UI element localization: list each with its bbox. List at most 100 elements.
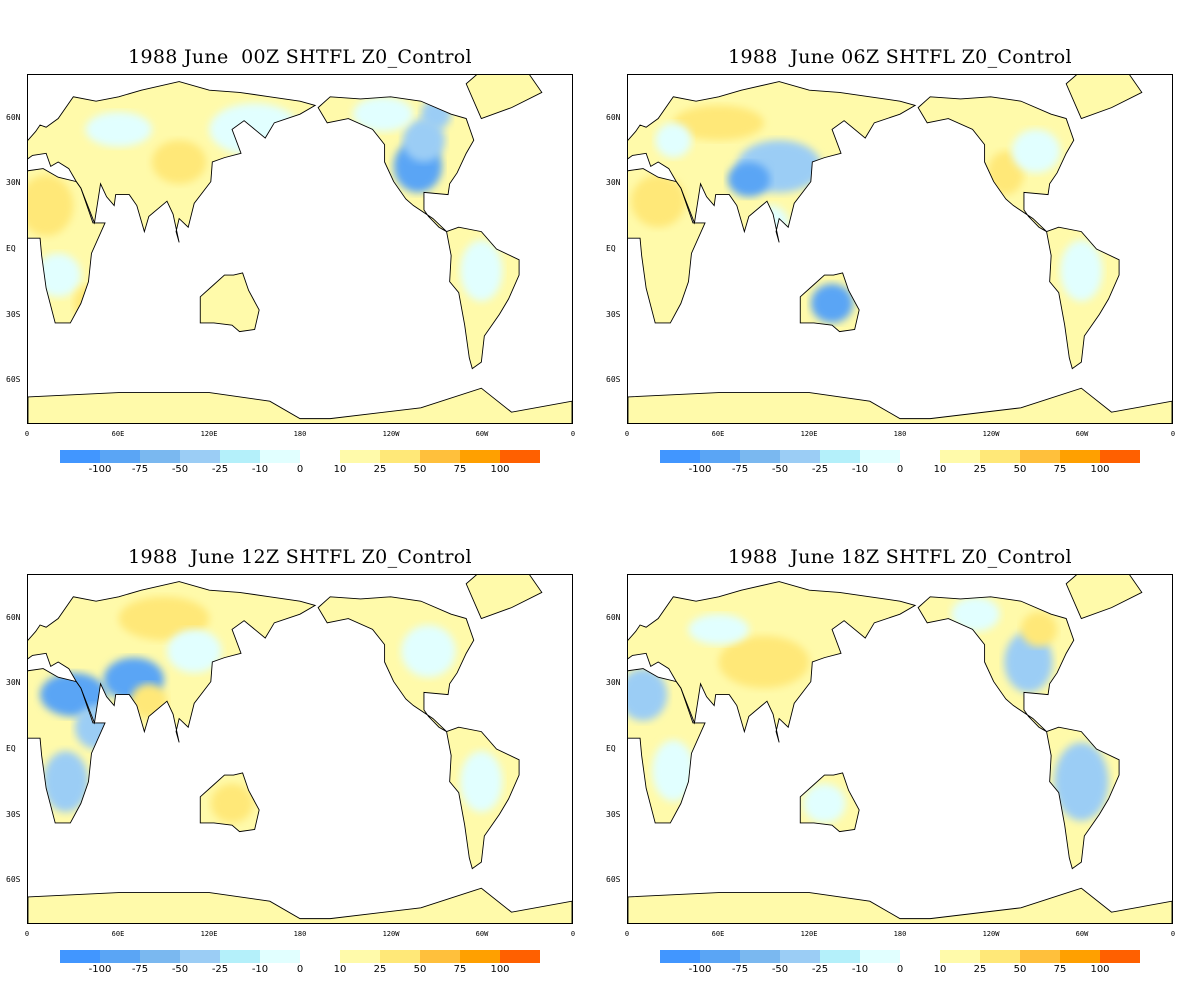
colorbar-swatch-positive	[1060, 950, 1100, 963]
colorbar-swatch-negative	[180, 950, 220, 963]
colorbar-label: 100	[1090, 964, 1110, 975]
lon-label: 120E	[800, 930, 818, 938]
anomaly-region	[167, 629, 222, 673]
colorbar-label: -50	[171, 964, 189, 975]
lat-label: EQ	[6, 744, 16, 753]
anomaly-region	[718, 635, 810, 689]
coastline-australia	[799, 772, 860, 833]
lat-label: EQ	[6, 244, 16, 253]
colorbar-label: 50	[413, 464, 427, 475]
anomaly-region	[1060, 240, 1103, 302]
lon-label: 180	[893, 930, 907, 938]
lon-label: 120W	[982, 430, 1000, 438]
colorbar-label: -100	[88, 464, 112, 475]
anomaly-region	[460, 751, 503, 813]
anomaly-region	[28, 175, 74, 236]
anomaly-region	[810, 283, 854, 323]
coastline-africa	[628, 168, 706, 324]
colorbar-label: 50	[1013, 964, 1027, 975]
lat-label: 30N	[606, 678, 621, 688]
colorbar-swatch-negative	[180, 450, 220, 463]
landmass-antarctica	[628, 888, 1172, 923]
anomaly-region	[402, 118, 446, 162]
coastline-europe-asia	[628, 581, 917, 743]
colorbar-label: -25	[211, 964, 229, 975]
lon-label: 120W	[382, 930, 400, 938]
colorbar-label: 0	[296, 464, 304, 475]
colorbar-swatch-positive	[1020, 450, 1060, 463]
colorbar-label: -75	[131, 964, 149, 975]
colorbar-label: 10	[933, 964, 947, 975]
colorbar-swatch-negative	[660, 950, 700, 963]
anomaly-region	[803, 783, 846, 823]
map-frame	[627, 574, 1173, 924]
anomaly-region	[40, 672, 107, 717]
map-panel-06z: 1988 June 06Z SHTFL Z0_Control 60N 30N EQ 3…	[600, 0, 1200, 500]
colorbar-swatch-positive	[460, 950, 500, 963]
colorbar-swatch-positive	[380, 450, 420, 463]
colorbar-swatch-negative	[740, 950, 780, 963]
coastline-africa	[628, 668, 706, 824]
lon-label: 60E	[711, 430, 725, 438]
panel-title: 1988 June 18Z SHTFL Z0_Control	[728, 546, 1072, 568]
colorbar-swatch-negative	[220, 950, 260, 963]
lon-label: 120W	[982, 930, 1000, 938]
colorbar-label: 25	[973, 464, 987, 475]
lon-label: 0	[24, 430, 30, 438]
anomaly-region	[537, 672, 562, 717]
anomaly-layer	[628, 596, 1162, 823]
coastline-greenland	[465, 75, 543, 120]
coastline-europe-asia	[28, 81, 317, 243]
coastline-south-america	[446, 726, 520, 870]
colorbar-swatch-negative	[700, 950, 740, 963]
colorbar-label: -75	[131, 464, 149, 475]
landmass-antarctica	[28, 888, 572, 923]
landmass-antarctica	[28, 388, 572, 423]
anomaly-region	[43, 751, 89, 813]
colorbar-swatch-negative	[820, 950, 860, 963]
map-frame	[627, 74, 1173, 424]
coastline-greenland	[465, 575, 543, 620]
map-panel-12z: 1988 June 12Z SHTFL Z0_Control 60N 30N EQ 3…	[0, 500, 600, 1000]
colorbar-label: -100	[688, 464, 712, 475]
colorbar-label: 75	[1053, 464, 1067, 475]
anomaly-region	[73, 285, 104, 321]
colorbar-swatch-negative	[780, 950, 820, 963]
coastline-europe-asia	[28, 581, 317, 743]
lon-label: 0	[570, 430, 576, 438]
colorbar-label: 50	[413, 964, 427, 975]
colorbar-swatch-positive	[980, 450, 1020, 463]
coastline-antarctica	[628, 887, 1172, 923]
shtfl-field-map	[28, 575, 572, 923]
lon-label: 120E	[200, 930, 218, 938]
anomaly-region	[727, 162, 771, 197]
lat-label: 30S	[606, 309, 621, 319]
lon-label: 60W	[475, 930, 489, 938]
panel-title: 1988 June 00Z SHTFL Z0_Control	[128, 46, 472, 68]
colorbar-label: 100	[490, 964, 510, 975]
lon-label: 60W	[1075, 430, 1089, 438]
colorbar-swatch-negative	[60, 950, 100, 963]
colorbar-swatch-positive	[940, 450, 980, 463]
lon-label: 0	[1170, 430, 1176, 438]
anomaly-region	[1004, 631, 1053, 693]
colorbar-swatch-negative	[820, 450, 860, 463]
colorbar-swatch-positive	[1060, 450, 1100, 463]
anomaly-region	[401, 625, 456, 678]
lat-label: 60N	[6, 612, 21, 622]
map-frame	[27, 574, 573, 924]
colorbar-label: 75	[453, 464, 467, 475]
colorbar-swatch-negative	[700, 450, 740, 463]
colorbar-label: -25	[811, 464, 829, 475]
colorbar-label: -25	[811, 964, 829, 975]
colorbar-label: 0	[896, 964, 904, 975]
lon-label: 120E	[200, 430, 218, 438]
coastline-australia	[799, 272, 860, 333]
colorbar-swatch-negative	[860, 450, 900, 463]
anomaly-region	[130, 683, 168, 719]
colorbar-label: 10	[333, 464, 347, 475]
colorbar-label: -10	[851, 964, 869, 975]
coastline-antarctica	[28, 887, 572, 923]
map-frame	[27, 74, 573, 424]
colorbar-label: -75	[731, 464, 749, 475]
